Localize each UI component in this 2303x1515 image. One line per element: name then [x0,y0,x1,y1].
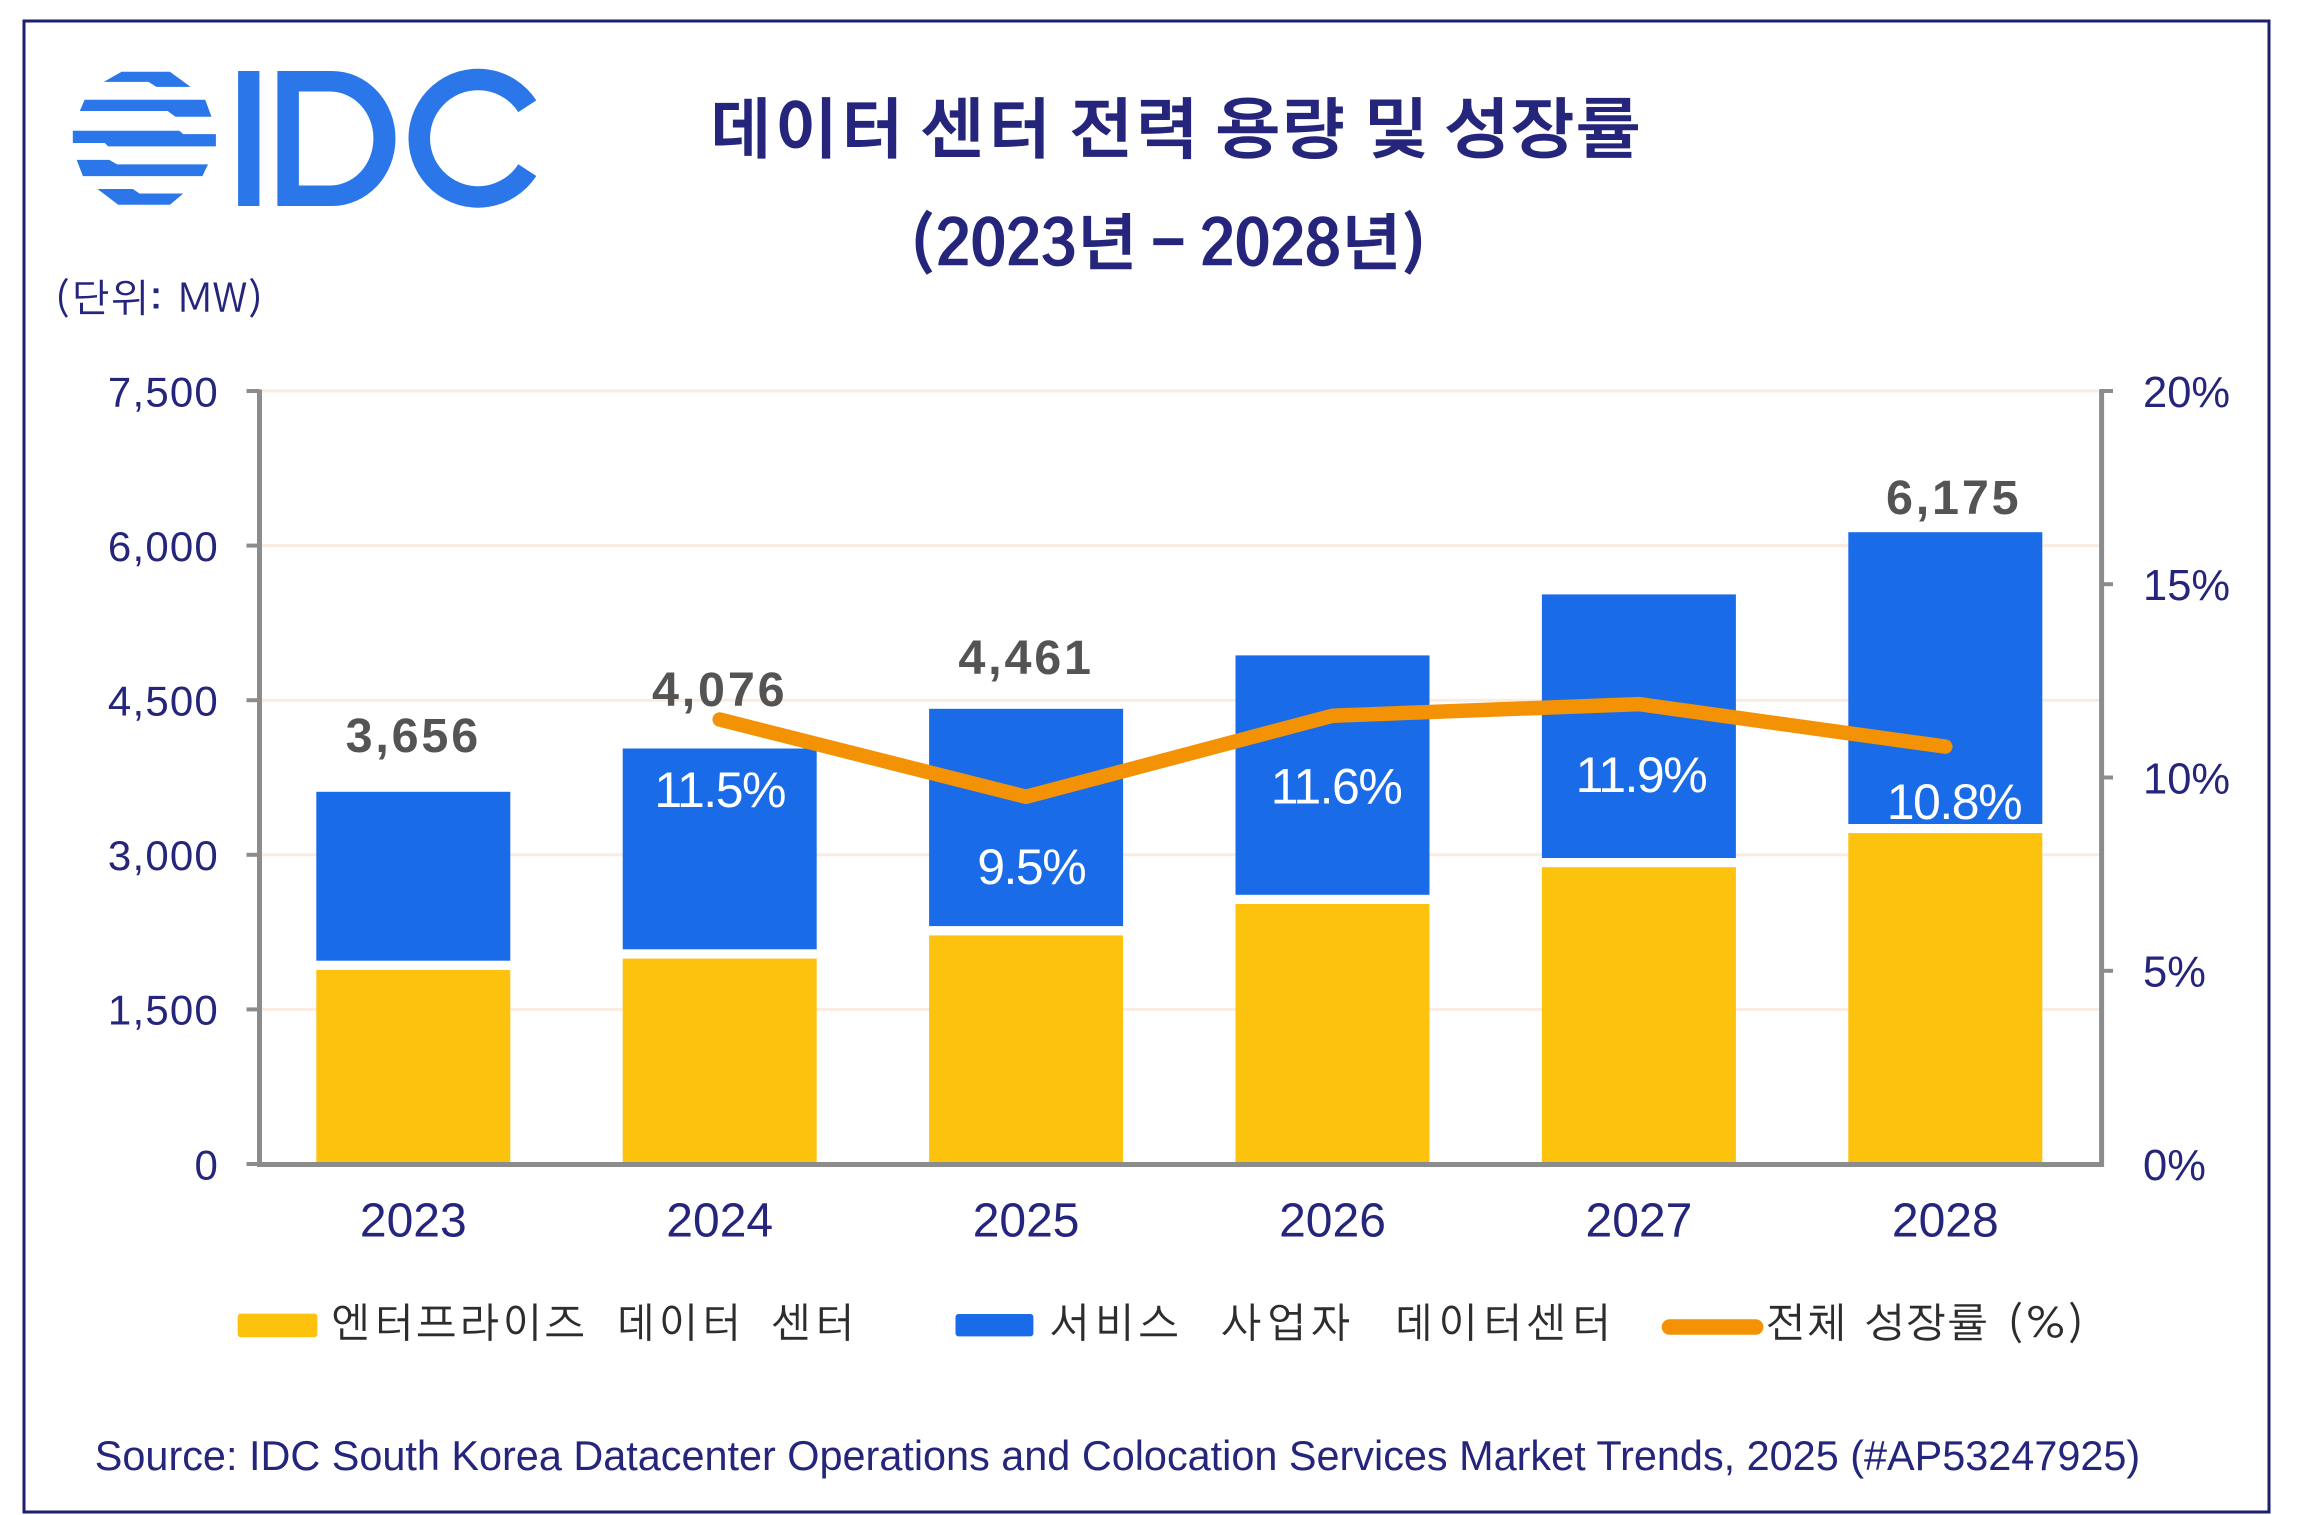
svg-text:11.9%: 11.9% [1576,747,1707,803]
svg-text:11.5%: 11.5% [654,762,785,818]
svg-text:4,076: 4,076 [652,663,787,717]
svg-text:6,175: 6,175 [1886,471,2021,525]
svg-text:4,500: 4,500 [108,678,219,725]
svg-text:2023: 2023 [360,1195,467,1248]
svg-text:15%: 15% [2143,562,2230,610]
svg-text:3,000: 3,000 [108,832,219,879]
svg-text:10.8%: 10.8% [1887,774,2021,830]
svg-text:2028: 2028 [1892,1195,1999,1248]
svg-text:2026: 2026 [1279,1195,1386,1248]
svg-text:2025: 2025 [973,1195,1080,1248]
svg-text:2024: 2024 [666,1195,773,1248]
svg-text:20%: 20% [2143,369,2230,417]
svg-text:6,000: 6,000 [108,523,219,570]
svg-text:11.6%: 11.6% [1271,759,1402,815]
svg-text:3,656: 3,656 [346,709,481,763]
svg-text:1,500: 1,500 [108,987,219,1034]
svg-text:10%: 10% [2143,755,2230,803]
svg-text:Source: IDC South Korea Datace: Source: IDC South Korea Datacenter Opera… [95,1433,2140,1479]
svg-text:2027: 2027 [1586,1195,1693,1248]
svg-text:4,461: 4,461 [958,631,1093,685]
svg-text:0%: 0% [2143,1142,2206,1190]
svg-text:0: 0 [194,1141,219,1188]
svg-text:9.5%: 9.5% [977,839,1085,895]
svg-text:7,500: 7,500 [108,368,219,415]
svg-text:5%: 5% [2143,949,2206,997]
